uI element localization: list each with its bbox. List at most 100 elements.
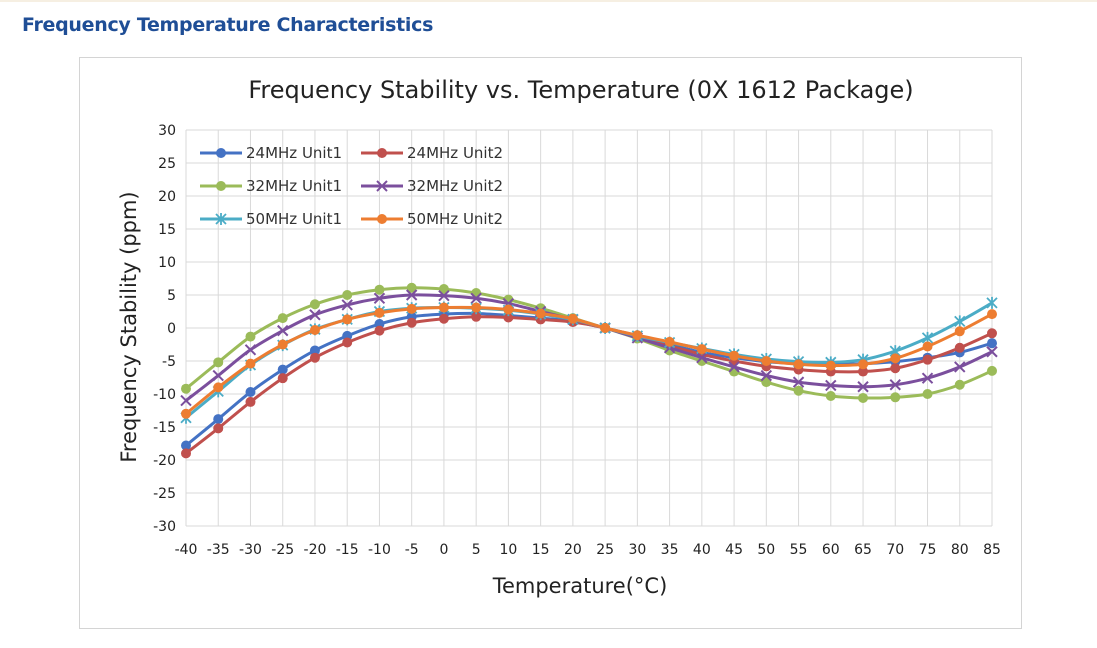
data-point bbox=[309, 309, 321, 321]
data-point bbox=[377, 148, 387, 158]
data-point bbox=[342, 314, 353, 325]
series-3 bbox=[181, 282, 997, 403]
data-point bbox=[760, 369, 773, 382]
data-point bbox=[181, 448, 191, 459]
x-tick-label: 55 bbox=[790, 542, 808, 558]
data-point bbox=[954, 342, 965, 353]
y-tick-label: -30 bbox=[153, 519, 176, 535]
data-point bbox=[922, 341, 933, 352]
x-tick-label: 65 bbox=[854, 542, 872, 558]
data-point bbox=[987, 365, 997, 376]
y-tick-label: 0 bbox=[167, 321, 176, 337]
data-point bbox=[664, 336, 675, 347]
data-point bbox=[761, 356, 772, 366]
data-point bbox=[954, 361, 966, 373]
data-point bbox=[729, 350, 740, 361]
data-point bbox=[377, 214, 387, 224]
data-point bbox=[954, 326, 965, 337]
data-point bbox=[825, 360, 836, 371]
y-tick-label: 20 bbox=[158, 189, 176, 205]
x-tick-label: 5 bbox=[472, 542, 481, 558]
data-point bbox=[216, 181, 226, 191]
y-tick-label: 15 bbox=[158, 222, 176, 238]
data-point bbox=[309, 352, 320, 363]
data-point bbox=[406, 282, 417, 293]
chart-container: 24MHz Unit1 24MHz Unit2 32MHz Unit1 32MHz U… bbox=[79, 57, 1022, 629]
y-tick-label: -25 bbox=[153, 486, 176, 502]
data-point bbox=[213, 357, 224, 368]
data-point bbox=[341, 299, 353, 311]
data-point bbox=[277, 313, 288, 324]
data-point bbox=[438, 302, 449, 313]
y-tick-label: 30 bbox=[158, 123, 176, 139]
data-point bbox=[438, 284, 449, 295]
x-tick-label: 40 bbox=[693, 542, 711, 558]
y-axis-label: Frequency Stability (ppm) bbox=[117, 191, 141, 462]
data-point bbox=[987, 309, 997, 320]
data-point bbox=[277, 339, 288, 350]
x-tick-label: -40 bbox=[175, 542, 198, 558]
data-point bbox=[600, 323, 611, 333]
x-tick-label: 35 bbox=[661, 542, 679, 558]
y-tick-label: 5 bbox=[167, 288, 176, 304]
data-point bbox=[567, 313, 578, 324]
legend-item: 50MHz Unit1 bbox=[200, 210, 342, 228]
data-point bbox=[792, 376, 805, 388]
chart-legend: 24MHz Unit1 24MHz Unit2 32MHz Unit1 32MHz U… bbox=[200, 144, 503, 228]
chart-grid bbox=[185, 129, 993, 527]
series-line bbox=[185, 293, 993, 402]
y-tick-label: -20 bbox=[153, 453, 176, 469]
x-tick-label: 70 bbox=[886, 542, 904, 558]
data-point bbox=[890, 392, 901, 403]
data-point bbox=[858, 392, 869, 403]
data-point bbox=[213, 414, 224, 425]
x-tick-label: -20 bbox=[304, 542, 327, 558]
x-tick-label: 80 bbox=[951, 542, 969, 558]
legend-item: 32MHz Unit2 bbox=[361, 177, 503, 195]
legend-item: 32MHz Unit1 bbox=[200, 177, 342, 195]
data-point bbox=[890, 363, 901, 374]
series-5 bbox=[180, 296, 998, 424]
x-tick-label: -15 bbox=[336, 542, 359, 558]
chart-series bbox=[180, 282, 998, 459]
data-point bbox=[793, 359, 804, 370]
y-tick-label: -15 bbox=[153, 420, 176, 436]
data-point bbox=[503, 312, 514, 323]
data-point bbox=[342, 290, 353, 300]
x-tick-label: 15 bbox=[532, 542, 550, 558]
data-point bbox=[987, 328, 997, 339]
data-point bbox=[503, 304, 514, 315]
series-line bbox=[185, 301, 993, 419]
x-tick-label: 10 bbox=[499, 542, 517, 558]
legend-item: 24MHz Unit2 bbox=[361, 144, 503, 162]
data-point bbox=[244, 344, 257, 356]
data-point bbox=[277, 364, 288, 375]
data-point bbox=[986, 346, 998, 358]
data-point bbox=[245, 358, 256, 369]
data-point bbox=[374, 284, 385, 295]
data-point bbox=[309, 299, 320, 310]
y-tick-label: 10 bbox=[158, 255, 176, 271]
data-point bbox=[309, 345, 320, 356]
data-point bbox=[922, 389, 933, 399]
data-point bbox=[277, 373, 288, 384]
data-point bbox=[181, 383, 191, 394]
data-point bbox=[825, 379, 837, 392]
data-point bbox=[277, 324, 289, 337]
data-point bbox=[438, 313, 449, 324]
data-point bbox=[438, 289, 450, 302]
legend-label: 24MHz Unit1 bbox=[246, 144, 342, 162]
data-point bbox=[406, 317, 417, 328]
data-point bbox=[374, 325, 385, 336]
data-point bbox=[535, 308, 546, 319]
data-point bbox=[471, 302, 482, 313]
x-tick-label: 85 bbox=[983, 542, 1001, 558]
x-axis-label: Temperature(°C) bbox=[492, 574, 668, 598]
data-point bbox=[215, 213, 227, 225]
data-point bbox=[373, 292, 386, 305]
y-tick-label: 25 bbox=[158, 156, 176, 172]
x-tick-label: 60 bbox=[822, 542, 840, 558]
data-point bbox=[376, 180, 388, 192]
data-point bbox=[406, 303, 417, 314]
data-point bbox=[921, 372, 934, 384]
